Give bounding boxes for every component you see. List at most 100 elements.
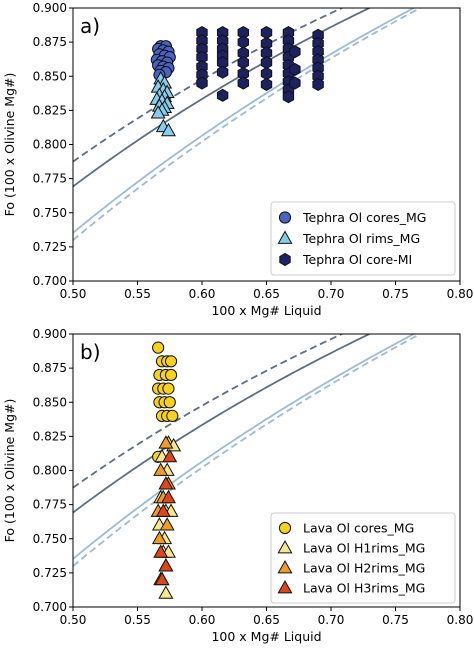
y-tick-label: 0.825 (33, 429, 67, 443)
x-tick-label: 0.70 (318, 613, 345, 627)
data-point (151, 530, 167, 545)
y-tick-label: 0.825 (33, 103, 67, 117)
data-point (164, 368, 178, 382)
x-axis-label: 100 x Mg# Liquid (211, 629, 321, 644)
panel-label: b) (80, 340, 101, 364)
panel-b: 0.50 0.55 0.60 0.65 0.70 0.75 0.80 0.700 0.725 0.… (2, 327, 474, 644)
data-point (162, 382, 175, 395)
legend: Tephra Ol cores_MG Tephra Ol rims_MG Tephr… (270, 201, 456, 276)
x-tick-label: 0.75 (382, 613, 409, 627)
y-tick-label: 0.800 (33, 464, 67, 478)
legend-marker (277, 230, 293, 244)
data-point (237, 56, 249, 70)
legend-marker (277, 539, 293, 554)
y-axis-label: Fo (100 x Olivine Mg#) (2, 73, 17, 217)
y-tick-label: 0.800 (33, 138, 67, 152)
legend-label: Tephra Ol rims_MG (302, 231, 420, 246)
data-point (154, 571, 170, 586)
legend-label: Tephra Ol core-MI (302, 252, 412, 267)
data-point (289, 45, 301, 59)
data-point (155, 503, 171, 517)
y-tick-label: 0.775 (33, 498, 67, 512)
legend-marker (278, 521, 292, 535)
data-point (152, 341, 165, 354)
data-point (150, 105, 166, 119)
x-tick-label: 0.75 (382, 287, 409, 301)
data-point (260, 25, 273, 40)
legend-marker (278, 211, 292, 224)
x-tick-label: 0.60 (189, 613, 216, 627)
y-tick-label: 0.900 (33, 1, 67, 15)
data-point (216, 65, 229, 79)
equilibrium-curve-4 (73, 334, 422, 567)
equilibrium-curve-1 (73, 334, 372, 514)
y-tick-label: 0.875 (33, 361, 67, 375)
y-tick-label: 0.725 (33, 566, 67, 580)
equilibrium-curve-2 (73, 334, 345, 489)
data-point (153, 544, 169, 558)
y-tick-label: 0.875 (33, 35, 67, 49)
x-tick-label: 0.80 (447, 287, 474, 301)
x-tick-label: 0.50 (60, 287, 87, 301)
y-tick-label: 0.750 (33, 206, 67, 220)
equilibrium-curves (73, 334, 422, 567)
y-tick-label: 0.775 (33, 172, 67, 186)
y-tick-label: 0.700 (33, 274, 67, 288)
legend-label: Lava Ol cores_MG (303, 521, 414, 536)
x-tick-label: 0.70 (318, 287, 345, 301)
data-point (237, 35, 249, 49)
data-point (289, 76, 301, 90)
x-tick-label: 0.80 (447, 613, 474, 627)
data-point (160, 122, 176, 137)
data-point (312, 77, 324, 92)
data-point (216, 88, 229, 102)
legend-label: Tephra Ol cores_MG (302, 210, 426, 225)
series-1 (149, 70, 176, 137)
data-point (163, 396, 176, 409)
data-point (158, 435, 174, 449)
series-3 (153, 448, 178, 586)
data-point (159, 517, 175, 531)
x-tick-label: 0.55 (124, 287, 151, 301)
data-point (289, 62, 301, 77)
x-axis-label: 100 x Mg# Liquid (211, 303, 321, 318)
panel-label: a) (80, 14, 100, 38)
data-point (160, 489, 176, 504)
data-point (166, 409, 179, 422)
y-tick-label: 0.850 (33, 69, 67, 83)
equilibrium-curve-3 (73, 8, 416, 234)
legend-label: Lava Ol H2rims_MG (303, 561, 425, 576)
panel-a: 0.50 0.55 0.60 0.65 0.70 0.75 0.80 0.700 0.725 0.… (2, 1, 474, 318)
data-point (158, 558, 174, 572)
legend: Lava Ol cores_MG Lava Ol H1rims_MG Lava Ol… (270, 512, 456, 604)
legend-box (270, 201, 456, 276)
legend-box (270, 512, 456, 604)
data-point (282, 90, 295, 104)
equilibrium-curve-4 (73, 8, 422, 241)
y-tick-label: 0.700 (33, 600, 67, 614)
x-tick-label: 0.55 (124, 613, 151, 627)
series-2 (196, 25, 324, 104)
data-point (158, 476, 174, 490)
y-tick-label: 0.850 (33, 395, 67, 409)
legend-label: Lava Ol H1rims_MG (303, 541, 425, 556)
equilibrium-curve-3 (73, 334, 416, 560)
x-tick-label: 0.65 (253, 287, 280, 301)
legend-marker (277, 579, 293, 594)
legend-marker (277, 559, 293, 574)
y-tick-label: 0.725 (33, 240, 67, 254)
legend-marker (279, 252, 291, 267)
x-tick-label: 0.60 (189, 287, 216, 301)
legend-label: Lava Ol H3rims_MG (303, 581, 425, 596)
y-axis-label: Fo (100 x Olivine Mg#) (2, 399, 17, 543)
x-tick-label: 0.50 (60, 613, 87, 627)
data-point (153, 462, 169, 476)
data-point (260, 77, 273, 92)
series-0 (150, 40, 176, 81)
data-point (260, 56, 273, 70)
data-point (196, 76, 208, 90)
data-point (164, 355, 178, 368)
y-tick-label: 0.750 (33, 532, 67, 546)
y-tick-label: 0.900 (33, 327, 67, 341)
